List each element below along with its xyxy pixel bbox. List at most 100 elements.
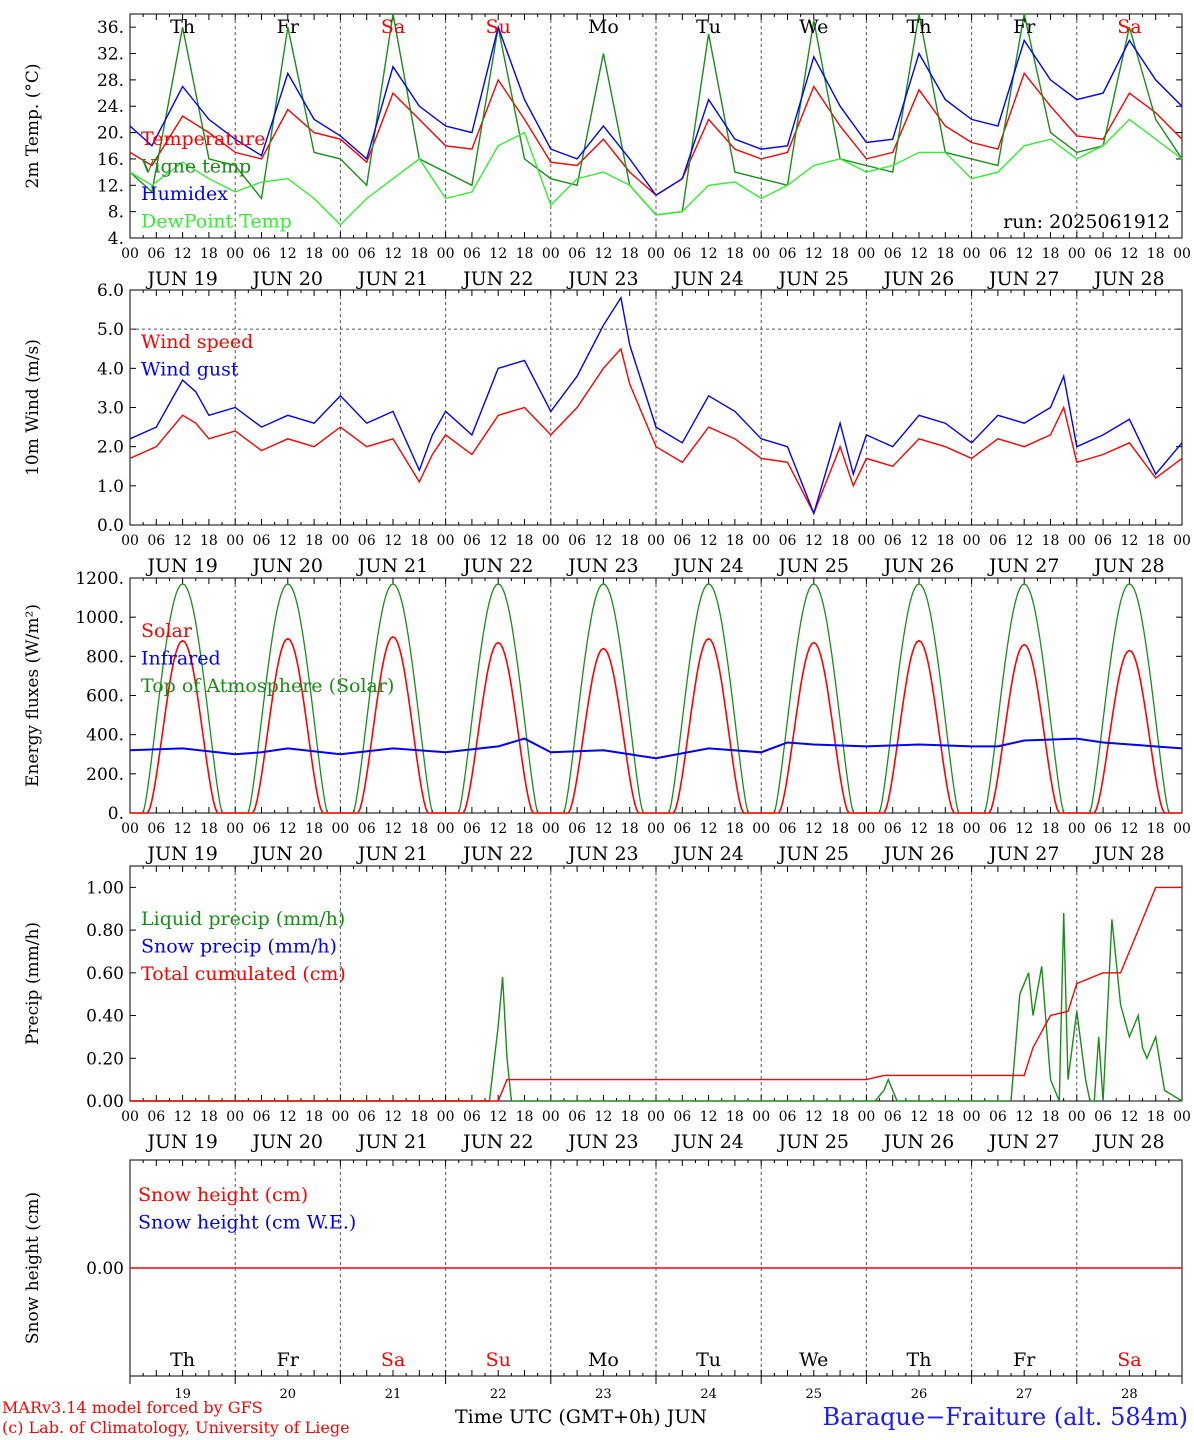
hour-label: 06 xyxy=(147,1109,165,1125)
hour-label: 00 xyxy=(542,246,560,262)
hour-label: 00 xyxy=(857,1109,875,1125)
date-label: JUN 19 xyxy=(145,1131,217,1153)
hour-label: 12 xyxy=(910,533,928,549)
hour-label: 06 xyxy=(253,246,271,262)
hour-label: 12 xyxy=(174,1109,192,1125)
model-credit: MARv3.14 model forced by GFS xyxy=(2,1398,263,1417)
date-label: JUN 28 xyxy=(1092,843,1164,865)
date-label: JUN 19 xyxy=(145,268,217,290)
hour-label: 06 xyxy=(1094,533,1112,549)
hour-label: 18 xyxy=(305,533,323,549)
hour-label: 06 xyxy=(358,1109,376,1125)
hour-label: 00 xyxy=(1173,1109,1191,1125)
hour-label: 06 xyxy=(463,1109,481,1125)
y-tick-label: 0. xyxy=(108,804,124,824)
hour-label: 12 xyxy=(910,1109,928,1125)
hour-label: 12 xyxy=(805,821,823,837)
hour-label: 18 xyxy=(305,246,323,262)
hour-label: 12 xyxy=(910,246,928,262)
hour-label: 18 xyxy=(410,1109,428,1125)
hour-label: 18 xyxy=(200,821,218,837)
hour-label: 18 xyxy=(1042,1109,1060,1125)
date-label: JUN 25 xyxy=(777,268,849,290)
legend-entry: Humidex xyxy=(141,183,228,205)
hour-label: 12 xyxy=(1015,533,1033,549)
y-tick-label: 4.0 xyxy=(97,359,124,379)
hour-label: 18 xyxy=(726,1109,744,1125)
day-name-bottom: Fr xyxy=(277,1349,300,1371)
y-tick-label: 800. xyxy=(86,647,124,667)
hour-label: 12 xyxy=(279,821,297,837)
hour-label: 12 xyxy=(489,821,507,837)
hour-label: 00 xyxy=(331,246,349,262)
date-label: JUN 27 xyxy=(987,1131,1059,1153)
date-label: JUN 28 xyxy=(1092,1131,1164,1153)
day-name-top: Tu xyxy=(696,16,721,38)
day-number: 27 xyxy=(1016,1387,1033,1402)
y-axis-label: Precip (mm/h) xyxy=(23,922,43,1045)
hour-label: 18 xyxy=(200,246,218,262)
day-name-top: Fr xyxy=(277,16,300,38)
hour-label: 06 xyxy=(779,533,797,549)
hour-label: 18 xyxy=(516,1109,534,1125)
hour-label: 18 xyxy=(1147,533,1165,549)
hour-label: 00 xyxy=(647,821,665,837)
hour-label: 06 xyxy=(568,821,586,837)
day-name-bottom: We xyxy=(799,1349,828,1371)
date-label: JUN 27 xyxy=(987,843,1059,865)
hour-label: 12 xyxy=(1015,1109,1033,1125)
day-name-top: Fr xyxy=(1013,16,1036,38)
hour-label: 06 xyxy=(673,821,691,837)
station-name: Baraque−Fraiture (alt. 584m) xyxy=(822,1403,1188,1431)
hour-label: 18 xyxy=(621,533,639,549)
hour-label: 00 xyxy=(437,246,455,262)
hour-label: 12 xyxy=(1015,821,1033,837)
hour-label: 06 xyxy=(463,533,481,549)
hour-label: 18 xyxy=(305,1109,323,1125)
hour-label: 12 xyxy=(805,1109,823,1125)
day-name-bottom: Su xyxy=(486,1349,511,1371)
time-axis-label: Time UTC (GMT+0h) JUN xyxy=(455,1406,707,1428)
hour-label: 18 xyxy=(410,821,428,837)
hour-label: 18 xyxy=(621,1109,639,1125)
hour-label: 00 xyxy=(963,533,981,549)
temp-panel: 4. 8. 12. 16. 20. 24. 28. 32. 36. 2m Temp. (°C) Te… xyxy=(23,13,1191,290)
day-name-top: Su xyxy=(486,16,511,38)
day-number: 23 xyxy=(595,1387,612,1402)
hour-label: 06 xyxy=(989,246,1007,262)
hour-label: 18 xyxy=(936,821,954,837)
hour-label: 18 xyxy=(1042,533,1060,549)
date-label: JUN 19 xyxy=(145,555,217,577)
hour-label: 06 xyxy=(989,533,1007,549)
hour-label: 18 xyxy=(516,246,534,262)
day-name-top: Th xyxy=(170,16,195,38)
day-name-bottom: Th xyxy=(170,1349,195,1371)
hour-label: 18 xyxy=(621,821,639,837)
y-axis-label: 10m Wind (m/s) xyxy=(23,339,43,476)
hour-label: 06 xyxy=(673,246,691,262)
hour-label: 12 xyxy=(594,1109,612,1125)
hour-label: 00 xyxy=(437,821,455,837)
series-dewpoint-temp xyxy=(129,118,1183,226)
hour-label: 12 xyxy=(279,533,297,549)
hour-label: 00 xyxy=(1173,246,1191,262)
y-axis-label: 2m Temp. (°C) xyxy=(23,63,43,188)
date-label: JUN 22 xyxy=(461,555,533,577)
date-label: JUN 25 xyxy=(777,1131,849,1153)
hour-label: 00 xyxy=(542,821,560,837)
series-total-cumulated-cm xyxy=(130,886,1182,1102)
hour-label: 00 xyxy=(121,821,139,837)
hour-label: 18 xyxy=(305,821,323,837)
hour-label: 12 xyxy=(174,821,192,837)
date-label: JUN 21 xyxy=(356,1131,428,1153)
legend-entry: DewPoint Temp xyxy=(141,211,292,233)
day-name-top: Mo xyxy=(588,16,619,38)
hour-label: 00 xyxy=(963,821,981,837)
hour-label: 12 xyxy=(700,821,718,837)
date-label: JUN 23 xyxy=(566,555,638,577)
date-label: JUN 20 xyxy=(251,1131,323,1153)
day-number: 26 xyxy=(911,1387,928,1402)
hour-label: 00 xyxy=(647,246,665,262)
date-label: JUN 25 xyxy=(777,555,849,577)
hour-label: 18 xyxy=(831,821,849,837)
